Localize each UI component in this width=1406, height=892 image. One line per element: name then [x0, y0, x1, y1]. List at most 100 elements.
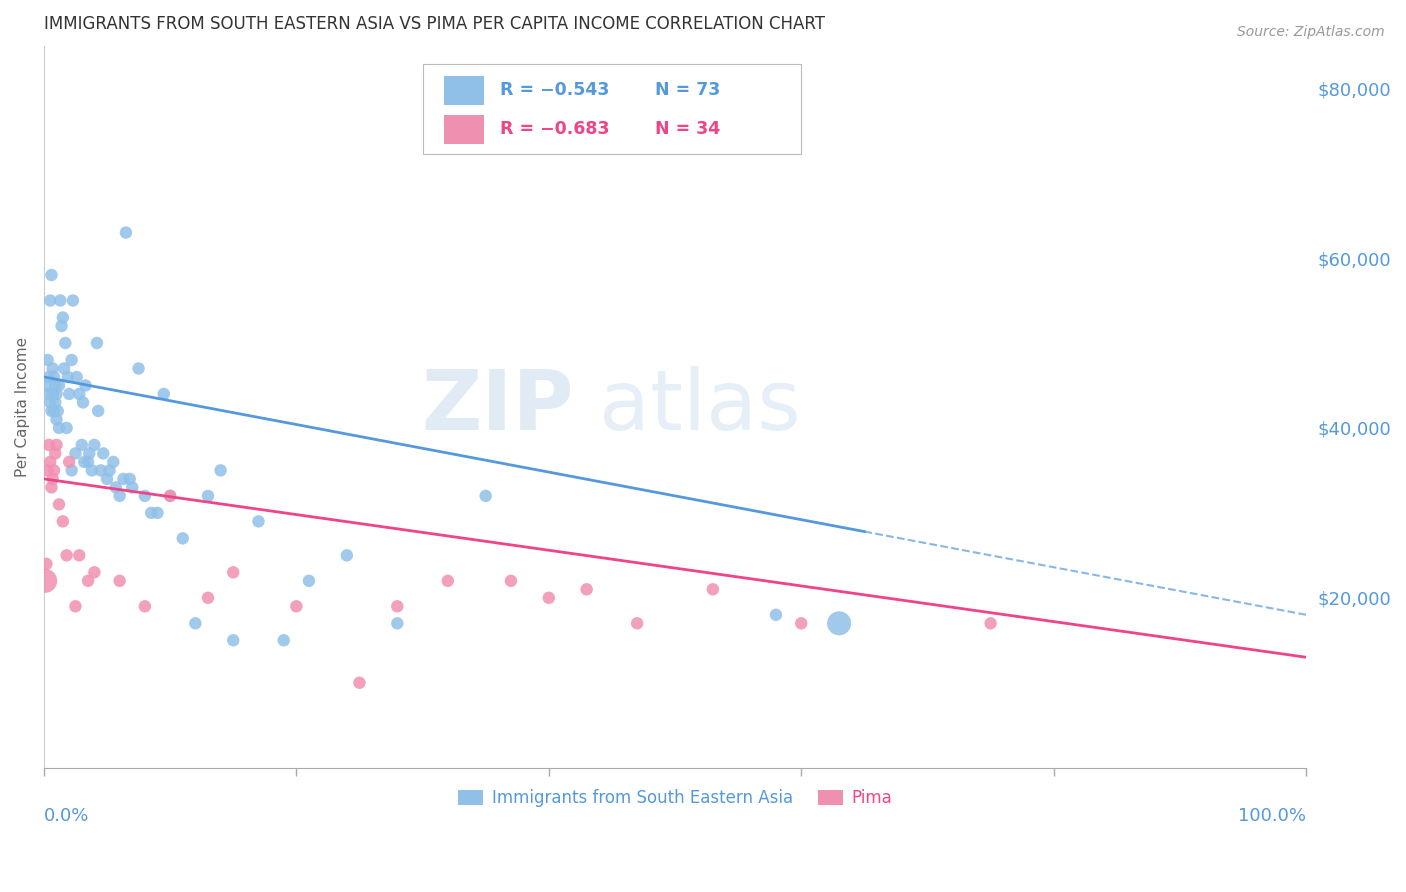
Point: [41, 480, 63, 494]
Point: [222, 566, 245, 580]
Point: [35, 378, 58, 392]
Point: [90, 463, 112, 477]
Point: [66, 370, 89, 384]
Point: [209, 463, 232, 477]
Point: [349, 675, 371, 690]
Point: [48, 497, 70, 511]
Point: [83, 438, 105, 452]
Point: [38, 370, 60, 384]
Point: [38, 438, 60, 452]
Point: [55, 549, 77, 563]
Point: [44, 395, 66, 409]
Point: [60, 353, 83, 368]
Point: [134, 489, 156, 503]
Point: [49, 293, 72, 308]
Text: 100.0%: 100.0%: [1239, 807, 1306, 825]
Point: [112, 472, 135, 486]
Bar: [444, 76, 485, 104]
Point: [87, 404, 110, 418]
Point: [83, 566, 105, 580]
Point: [65, 599, 87, 614]
Point: [45, 412, 67, 426]
Point: [55, 421, 77, 435]
Point: [45, 387, 67, 401]
Point: [37, 463, 59, 477]
Point: [41, 387, 63, 401]
Point: [146, 506, 169, 520]
Point: [387, 599, 409, 614]
Point: [436, 574, 458, 588]
Point: [42, 404, 65, 418]
Point: [67, 387, 90, 401]
Point: [46, 404, 69, 418]
Point: [103, 455, 125, 469]
Point: [626, 616, 648, 631]
Point: [298, 574, 321, 588]
Point: [141, 506, 163, 520]
Point: [91, 446, 114, 460]
Point: [86, 336, 108, 351]
Point: [45, 438, 67, 452]
Point: [65, 446, 87, 460]
Point: [77, 574, 100, 588]
Point: [67, 549, 90, 563]
Point: [172, 532, 194, 546]
Point: [62, 293, 84, 308]
Point: [247, 514, 270, 528]
Point: [41, 268, 63, 282]
Point: [77, 455, 100, 469]
Point: [118, 472, 141, 486]
Point: [285, 599, 308, 614]
Point: [51, 318, 73, 333]
Point: [98, 463, 121, 477]
Point: [53, 361, 76, 376]
Point: [765, 607, 787, 622]
Point: [273, 633, 295, 648]
Point: [80, 463, 103, 477]
Point: [44, 378, 66, 392]
Point: [828, 616, 851, 631]
Point: [39, 455, 62, 469]
Point: [34, 574, 56, 588]
Point: [41, 472, 63, 486]
Point: [537, 591, 560, 605]
Point: [52, 514, 75, 528]
Point: [980, 616, 1002, 631]
Point: [41, 404, 63, 418]
Text: R = −0.683: R = −0.683: [499, 120, 609, 137]
Point: [48, 421, 70, 435]
Point: [222, 633, 245, 648]
Point: [72, 395, 94, 409]
Text: N = 73: N = 73: [655, 81, 720, 99]
Point: [48, 378, 70, 392]
Point: [121, 480, 143, 494]
Point: [387, 616, 409, 631]
Point: [37, 353, 59, 368]
Text: IMMIGRANTS FROM SOUTH EASTERN ASIA VS PIMA PER CAPITA INCOME CORRELATION CHART: IMMIGRANTS FROM SOUTH EASTERN ASIA VS PI…: [44, 15, 825, 33]
Point: [115, 226, 138, 240]
Point: [35, 557, 58, 571]
Point: [53, 336, 76, 351]
Point: [39, 293, 62, 308]
Point: [42, 370, 65, 384]
Point: [75, 378, 97, 392]
Point: [37, 387, 59, 401]
Point: [58, 387, 80, 401]
Point: [108, 574, 131, 588]
FancyBboxPatch shape: [423, 63, 801, 154]
Point: [44, 446, 66, 460]
Point: [790, 616, 813, 631]
Point: [159, 489, 181, 503]
Point: [153, 387, 176, 401]
Point: [197, 489, 219, 503]
Text: R = −0.543: R = −0.543: [499, 81, 609, 99]
Point: [41, 361, 63, 376]
Text: N = 34: N = 34: [655, 120, 720, 137]
Point: [70, 438, 93, 452]
Text: atlas: atlas: [599, 367, 801, 447]
Point: [104, 480, 127, 494]
Point: [52, 310, 75, 325]
Point: [499, 574, 522, 588]
Point: [702, 582, 724, 597]
Point: [197, 591, 219, 605]
